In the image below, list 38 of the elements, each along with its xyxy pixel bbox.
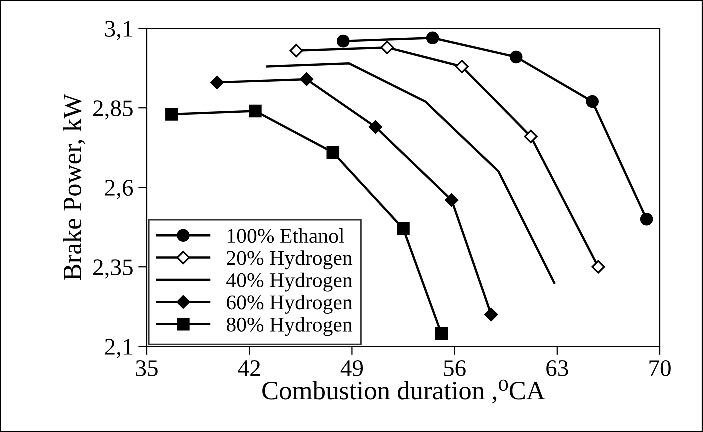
point xyxy=(524,130,538,144)
point xyxy=(300,72,314,86)
point xyxy=(326,146,340,160)
point xyxy=(510,50,523,64)
legend-label: 20% Hydrogen xyxy=(227,250,353,270)
point xyxy=(337,34,350,48)
legend-label: 100% Ethanol xyxy=(228,228,344,244)
x-tick-label: 35 xyxy=(136,360,158,376)
y-tick-label: 3,1 xyxy=(105,21,132,40)
point xyxy=(435,327,448,340)
y-tick-label: 2,85 xyxy=(94,100,133,120)
x-tick-label: 63 xyxy=(546,360,568,376)
x-axis-title: Combustion duration ,⁰CA xyxy=(262,380,546,404)
point xyxy=(592,260,606,274)
point xyxy=(455,60,469,74)
point xyxy=(249,104,262,118)
point xyxy=(445,194,459,208)
x-tick-label: 42 xyxy=(238,360,260,376)
point xyxy=(586,95,599,108)
point xyxy=(380,40,394,54)
legend-label: 80% Hydrogen xyxy=(226,317,353,336)
legend-label: 40% Hydrogen xyxy=(226,272,353,292)
point xyxy=(210,76,224,90)
point xyxy=(290,44,304,58)
point xyxy=(640,213,654,226)
y-tick-label: 2,6 xyxy=(105,180,134,200)
point xyxy=(166,108,178,121)
y-axis-title: Brake Power, kW xyxy=(63,94,86,280)
point xyxy=(484,308,498,322)
x-tick-label: 49 xyxy=(340,360,364,376)
point xyxy=(397,222,410,236)
point xyxy=(426,32,440,45)
legend-label: 60% Hydrogen xyxy=(227,295,353,314)
point xyxy=(368,120,382,134)
y-tick-label: 2,35 xyxy=(94,260,133,279)
x-tick-label: 56 xyxy=(444,360,466,376)
x-tick-label: 70 xyxy=(650,360,671,376)
y-tick-label: 2,1 xyxy=(105,339,132,358)
